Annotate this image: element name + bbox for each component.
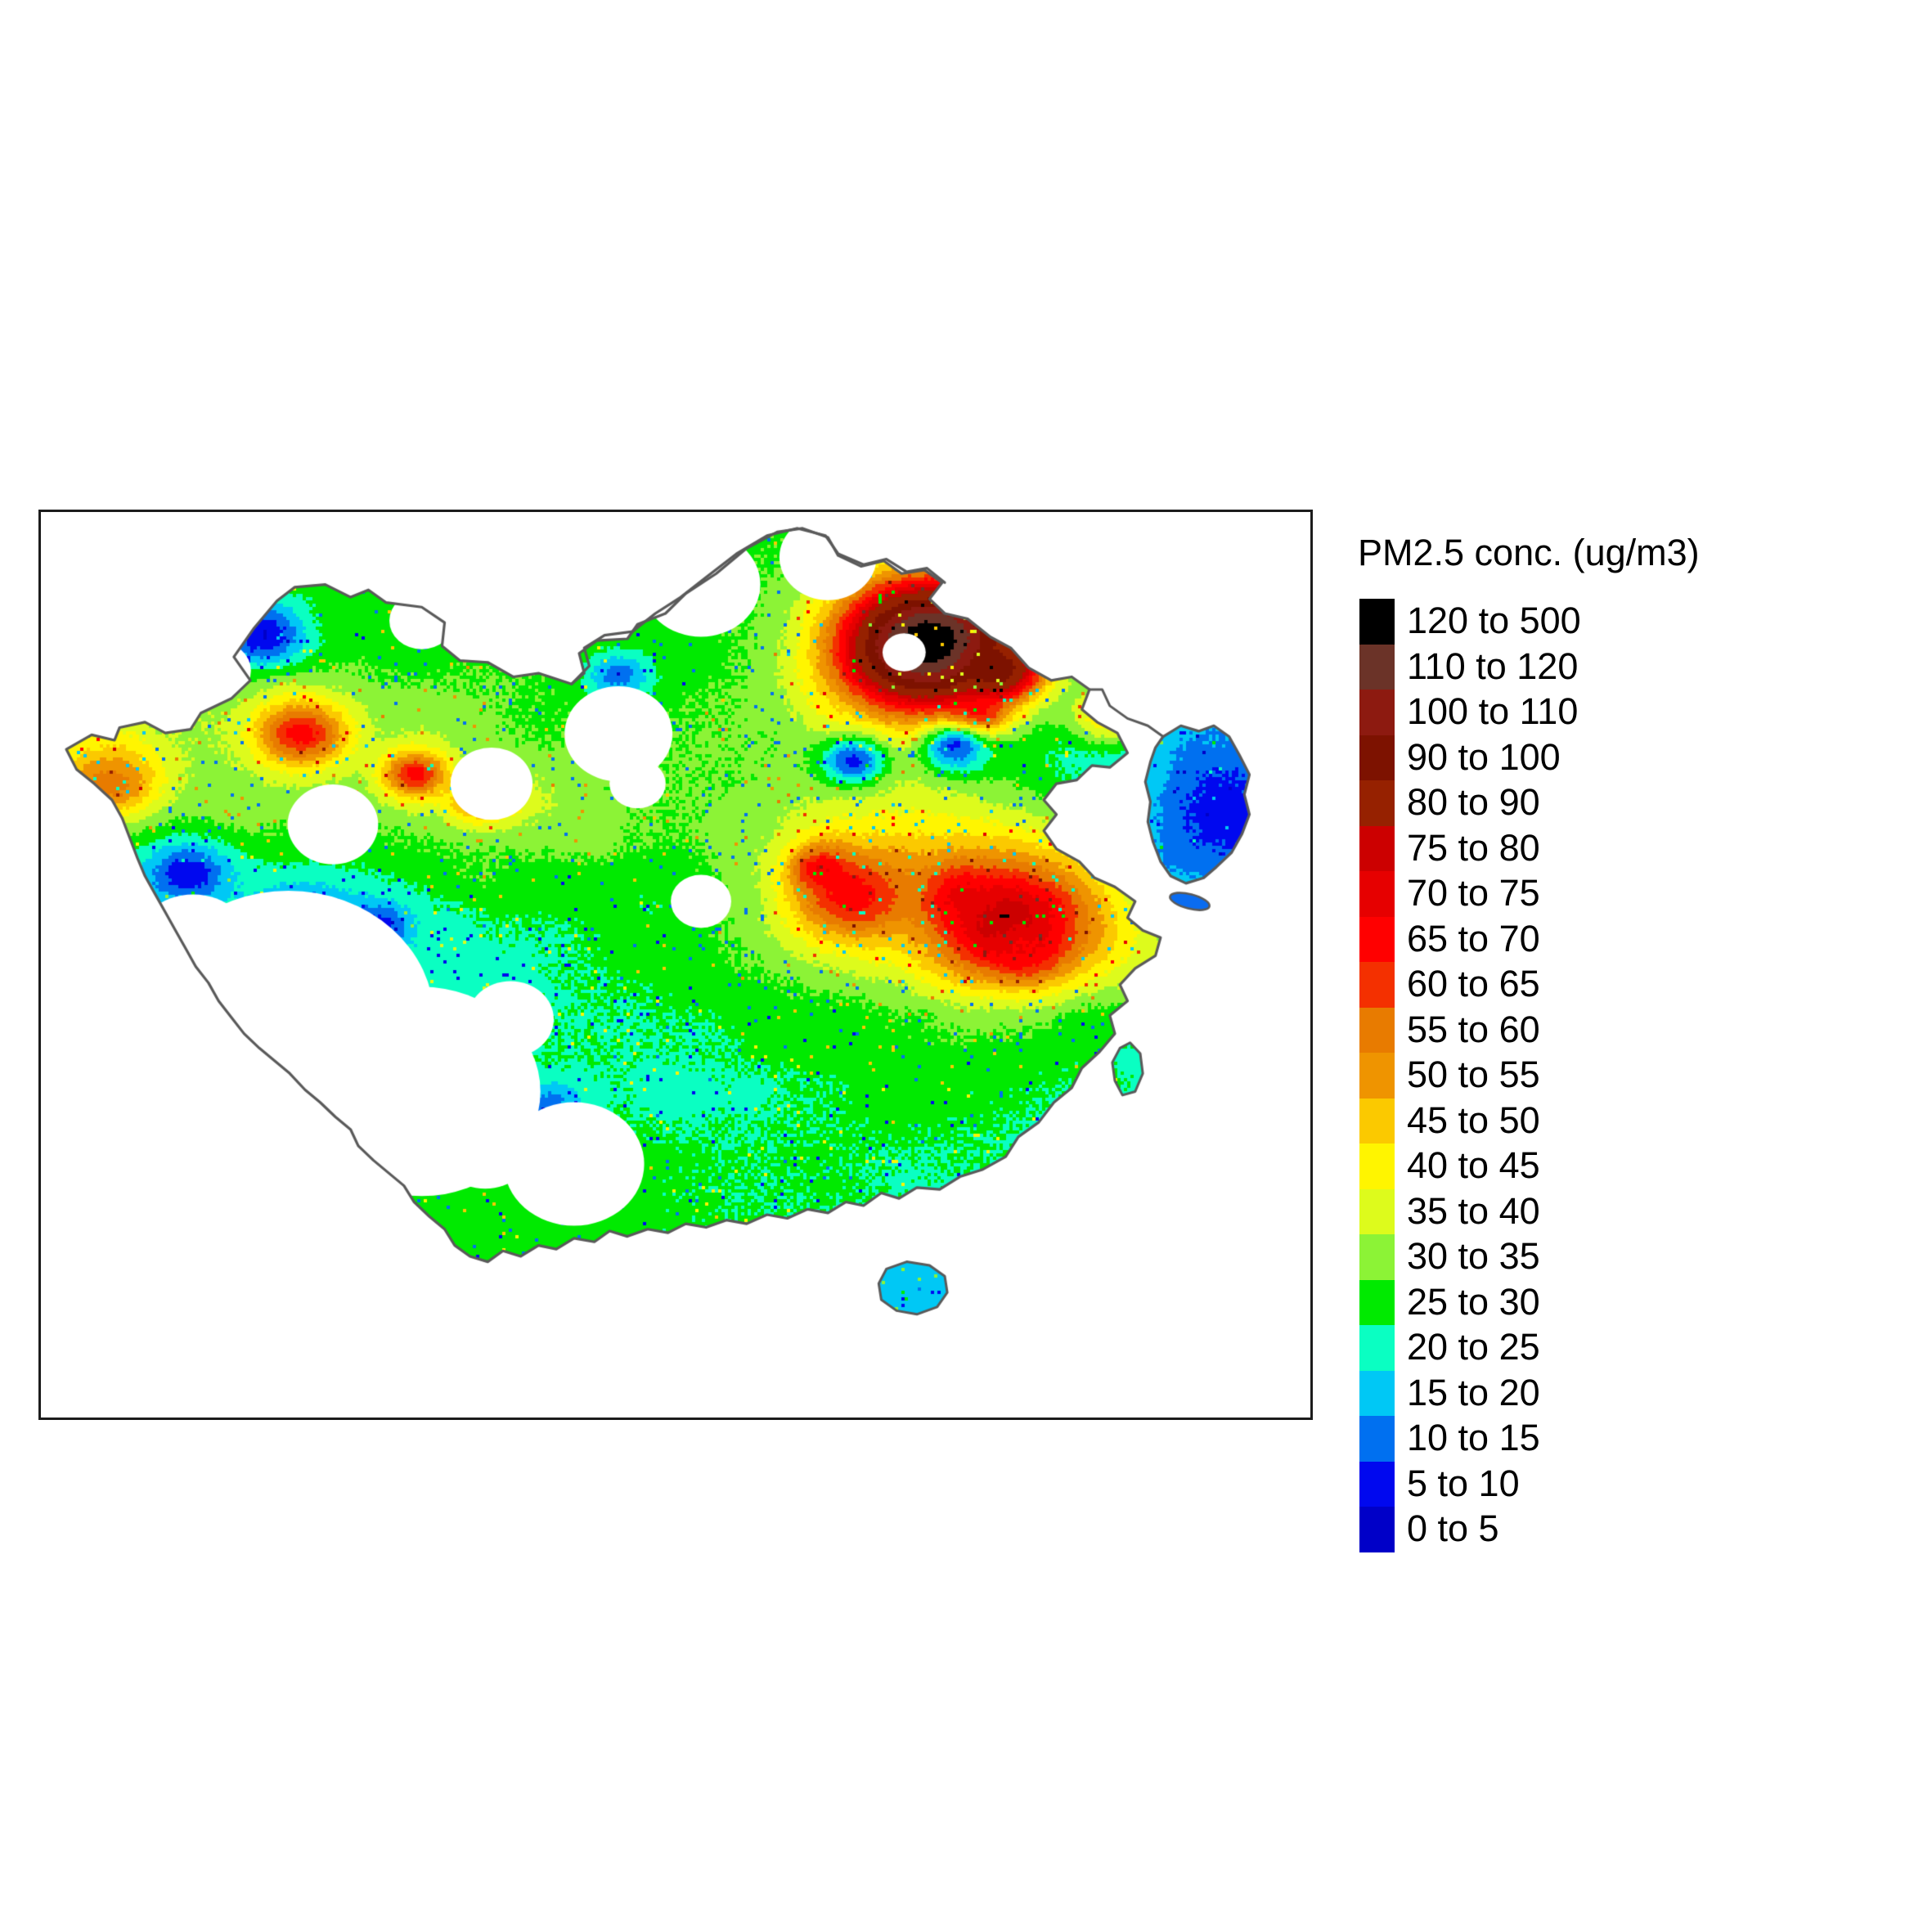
legend-swatch — [1359, 1053, 1395, 1099]
legend-row: 70 to 75 — [1359, 871, 1540, 917]
legend-swatch — [1359, 780, 1395, 826]
legend-row: 120 to 500 — [1359, 599, 1581, 645]
legend-color-bar: 120 to 500 110 to 120 100 to 110 90 to 100 8… — [1359, 599, 1581, 1552]
legend-row: 30 to 35 — [1359, 1234, 1540, 1280]
legend-row: 65 to 70 — [1359, 916, 1540, 963]
legend-swatch — [1359, 1370, 1395, 1417]
legend-label: 55 to 60 — [1407, 1008, 1540, 1050]
legend-row: 60 to 65 — [1359, 962, 1540, 1008]
legend-label: 75 to 80 — [1407, 826, 1540, 869]
legend-row: 55 to 60 — [1359, 1007, 1540, 1054]
legend-label: 70 to 75 — [1407, 872, 1540, 914]
legend-swatch — [1359, 1007, 1395, 1054]
legend-title: PM2.5 conc. (ug/m3) — [1358, 532, 1700, 573]
legend-swatch — [1359, 1461, 1395, 1507]
legend-label: 110 to 120 — [1407, 645, 1579, 687]
legend-swatch — [1359, 690, 1395, 735]
legend-label: 0 to 5 — [1407, 1507, 1499, 1549]
legend-swatch — [1359, 599, 1395, 645]
legend-row: 25 to 30 — [1359, 1279, 1540, 1326]
legend-row: 110 to 120 — [1359, 644, 1578, 690]
legend-label: 80 to 90 — [1407, 781, 1540, 823]
legend-label: 65 to 70 — [1407, 917, 1540, 959]
legend-row: 75 to 80 — [1359, 825, 1540, 872]
legend-swatch — [1359, 1234, 1395, 1280]
legend-label: 35 to 40 — [1407, 1189, 1540, 1232]
legend-swatch — [1359, 871, 1395, 917]
legend-label: 10 to 15 — [1407, 1417, 1540, 1458]
legend-label: 50 to 55 — [1407, 1054, 1540, 1095]
legend-swatch — [1359, 1279, 1395, 1326]
legend-row: 45 to 50 — [1359, 1098, 1540, 1144]
legend-swatch — [1359, 1416, 1395, 1462]
legend-row: 10 to 15 — [1359, 1416, 1540, 1462]
legend-label: 15 to 20 — [1407, 1371, 1540, 1413]
legend-swatch — [1359, 1325, 1395, 1371]
legend-row: 50 to 55 — [1359, 1053, 1540, 1099]
legend-swatch — [1359, 1188, 1395, 1235]
legend-label: 100 to 110 — [1407, 690, 1579, 732]
legend-row: 40 to 45 — [1359, 1143, 1540, 1189]
map-plot-panel — [38, 510, 1313, 1420]
legend-label: 25 to 30 — [1407, 1280, 1540, 1323]
legend-swatch — [1359, 1507, 1395, 1552]
legend-swatch — [1359, 1143, 1395, 1189]
legend-label: 90 to 100 — [1407, 735, 1561, 778]
legend-label: 45 to 50 — [1407, 1099, 1540, 1141]
legend-label: 20 to 25 — [1407, 1326, 1540, 1368]
legend-label: 120 to 500 — [1407, 600, 1581, 641]
legend-row: 100 to 110 — [1359, 690, 1578, 735]
legend-row: 35 to 40 — [1359, 1188, 1540, 1235]
legend: PM2.5 conc. (ug/m3) 120 to 500 110 to 120… — [1325, 532, 1898, 1552]
legend-row: 15 to 20 — [1359, 1370, 1540, 1417]
legend-label: 5 to 10 — [1407, 1462, 1520, 1504]
legend-swatch — [1359, 1098, 1395, 1144]
legend-label: 60 to 65 — [1407, 963, 1540, 1004]
legend-swatch — [1359, 916, 1395, 963]
legend-swatch — [1359, 735, 1395, 781]
legend-swatch — [1359, 644, 1395, 690]
legend-label: 40 to 45 — [1407, 1144, 1540, 1186]
legend-row: 0 to 5 — [1359, 1507, 1499, 1552]
legend-row: 20 to 25 — [1359, 1325, 1540, 1371]
legend-swatch — [1359, 962, 1395, 1008]
legend-row: 80 to 90 — [1359, 780, 1540, 826]
legend-swatch — [1359, 825, 1395, 872]
pm25-map-canvas — [41, 512, 1310, 1418]
legend-label: 30 to 35 — [1407, 1235, 1540, 1277]
legend-row: 90 to 100 — [1359, 735, 1561, 781]
legend-row: 5 to 10 — [1359, 1461, 1520, 1507]
